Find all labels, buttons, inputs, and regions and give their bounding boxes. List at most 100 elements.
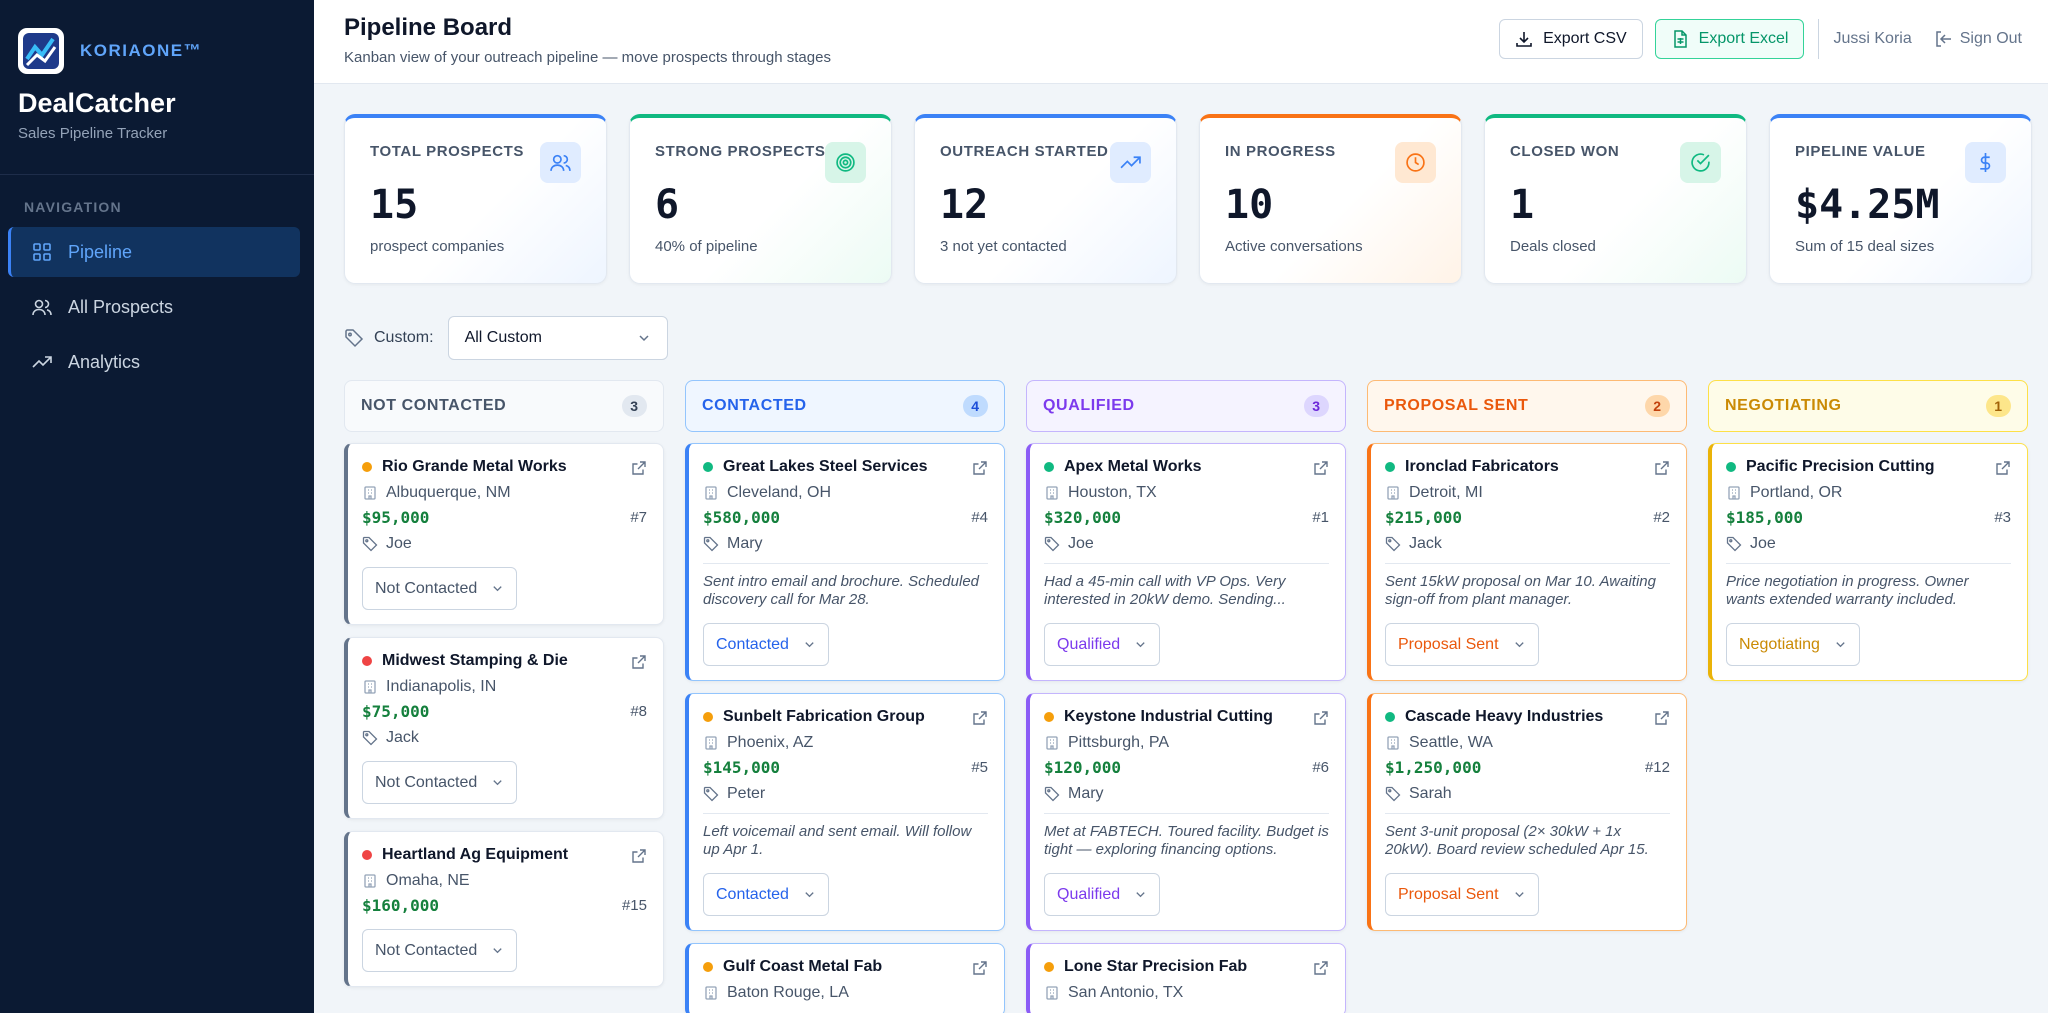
sidebar-item-label: All Prospects (68, 296, 174, 317)
prospect-name: Gulf Coast Metal Fab (723, 958, 883, 975)
log-out-icon (1935, 31, 1951, 47)
external-link-icon[interactable] (972, 710, 988, 726)
prospect-name: Lone Star Precision Fab (1064, 958, 1248, 975)
external-link-icon[interactable] (1995, 460, 2011, 476)
prospect-note: Sent intro email and brochure. Scheduled… (703, 563, 988, 609)
chevron-down-icon (805, 642, 814, 648)
sign-out-button[interactable]: Sign Out (1934, 30, 2022, 48)
external-link-icon[interactable] (972, 460, 988, 476)
external-link-icon[interactable] (1313, 710, 1329, 726)
export-excel-button[interactable]: Export Excel (1654, 19, 1805, 59)
prospect-card[interactable]: Ironclad Fabricators Detroit, MI $215,000 #… (1367, 443, 1687, 681)
building-icon (364, 486, 376, 500)
column-count-badge: 1 (1986, 395, 2011, 417)
status-select[interactable]: Negotiating (1726, 623, 1860, 666)
status-select[interactable]: Proposal Sent (1385, 623, 1539, 666)
app-title: DealCatcher (18, 88, 176, 118)
sidebar-item-pipeline[interactable]: Pipeline (8, 227, 300, 277)
column-title: PROPOSAL SENT (1384, 397, 1529, 414)
stat-label: OUTREACH STARTED (940, 143, 1109, 160)
stat-card-strong-prospects: STRONG PROSPECTS 6 40% of pipeline (629, 114, 892, 284)
stat-value: 6 (655, 182, 680, 228)
column-proposal-sent: PROPOSAL SENT 2 Ironclad Fabricators Detroi… (1367, 380, 1687, 1013)
column-title: NOT CONTACTED (361, 397, 507, 414)
external-link-icon[interactable] (1654, 460, 1670, 476)
building-icon (364, 680, 376, 694)
column-qualified: QUALIFIED 3 Apex Metal Works Houston, TX $32… (1026, 380, 1346, 1013)
stat-note: prospect companies (370, 238, 505, 255)
prospect-card[interactable]: Apex Metal Works Houston, TX $320,000 #1 Joe… (1026, 443, 1346, 681)
tag-icon (703, 786, 719, 802)
status-select[interactable]: Contacted (703, 873, 829, 916)
brand-name: KORIAONE™ (80, 41, 203, 60)
grid-icon (33, 243, 51, 261)
sidebar: KORIAONE™ DealCatcher Sales Pipeline Tra… (0, 0, 314, 1013)
status-select[interactable]: Not Contacted (362, 761, 518, 804)
column-negotiating: NEGOTIATING 1 Pacific Precision Cutting Por… (1708, 380, 2028, 1013)
column-not-contacted: NOT CONTACTED 3 Rio Grande Metal Works Albu… (344, 380, 664, 1013)
external-link-icon[interactable] (972, 960, 988, 976)
sign-out-label: Sign Out (1959, 30, 2022, 47)
column-title: CONTACTED (702, 397, 807, 414)
column-count-badge: 3 (622, 395, 647, 417)
stat-value: 10 (1225, 182, 1274, 228)
main-area: Pipeline Board Kanban view of your outre… (314, 0, 2048, 1013)
prospect-card[interactable]: Pacific Precision Cutting Portland, OR $18… (1708, 443, 2028, 681)
prospect-card[interactable]: Heartland Ag Equipment Omaha, NE $160,000 #… (344, 831, 664, 987)
priority-dot (1385, 712, 1395, 722)
stat-note: 40% of pipeline (655, 238, 758, 255)
status-value: Proposal Sent (1398, 635, 1499, 653)
stat-card-outreach-started: OUTREACH STARTED 12 3 not yet contacted (914, 114, 1177, 284)
dollar-icon (1965, 142, 2006, 183)
prospect-card[interactable]: Midwest Stamping & Die Indianapolis, IN $7… (344, 637, 664, 819)
chevron-down-icon (493, 948, 502, 954)
custom-filter-select[interactable]: All Custom (447, 316, 668, 360)
prospect-location: San Antonio, TX (1068, 984, 1184, 1001)
divider (1818, 19, 1820, 59)
priority-dot (1044, 712, 1054, 722)
prospect-card[interactable]: Sunbelt Fabrication Group Phoenix, AZ $145… (685, 693, 1005, 931)
target-icon (825, 142, 866, 183)
status-select[interactable]: Not Contacted (362, 929, 518, 972)
prospect-card[interactable]: Cascade Heavy Industries Seattle, WA $1,25… (1367, 693, 1687, 931)
tag-icon (362, 730, 378, 746)
external-link-icon[interactable] (1313, 960, 1329, 976)
prospect-card[interactable]: Keystone Industrial Cutting Pittsburgh, P… (1026, 693, 1346, 931)
prospect-card[interactable]: Gulf Coast Metal Fab Baton Rouge, LA (685, 943, 1005, 1013)
priority-dot (362, 850, 372, 860)
building-icon (705, 736, 717, 750)
users-icon (540, 142, 581, 183)
external-link-icon[interactable] (631, 460, 647, 476)
prospect-card[interactable]: Lone Star Precision Fab San Antonio, TX (1026, 943, 1346, 1013)
sidebar-item-analytics[interactable]: Analytics (8, 337, 300, 387)
prospect-card[interactable]: Rio Grande Metal Works Albuquerque, NM $95… (344, 443, 664, 625)
chevron-down-icon (1136, 642, 1145, 648)
sidebar-item-all-prospects[interactable]: All Prospects (8, 282, 300, 332)
status-select[interactable]: Qualified (1044, 873, 1161, 916)
priority-dot (1044, 962, 1054, 972)
status-select[interactable]: Contacted (703, 623, 829, 666)
tag-icon (362, 536, 378, 552)
status-select[interactable]: Not Contacted (362, 567, 518, 610)
prospect-note: Had a 45-min call with VP Ops. Very inte… (1044, 563, 1329, 609)
status-select[interactable]: Qualified (1044, 623, 1161, 666)
stat-value: 1 (1510, 182, 1535, 228)
external-link-icon[interactable] (1654, 710, 1670, 726)
prospect-card[interactable]: Great Lakes Steel Services Cleveland, OH $… (685, 443, 1005, 681)
stat-value: $4.25M (1795, 182, 1940, 228)
page-title: Pipeline Board (344, 14, 513, 41)
owner-tag: Joe (386, 535, 412, 552)
prospect-location: Seattle, WA (1409, 734, 1493, 751)
priority-dot (362, 462, 372, 472)
tag-icon (1385, 536, 1401, 552)
export-csv-button[interactable]: Export CSV (1499, 19, 1643, 59)
owner-tag: Mary (727, 535, 763, 552)
owner-tag: Mary (1068, 785, 1104, 802)
tag-icon (1044, 786, 1060, 802)
external-link-icon[interactable] (631, 848, 647, 864)
prospect-note: Left voicemail and sent email. Will foll… (703, 813, 988, 859)
external-link-icon[interactable] (1313, 460, 1329, 476)
status-select[interactable]: Proposal Sent (1385, 873, 1539, 916)
external-link-icon[interactable] (631, 654, 647, 670)
stat-note: Sum of 15 deal sizes (1795, 238, 1935, 255)
